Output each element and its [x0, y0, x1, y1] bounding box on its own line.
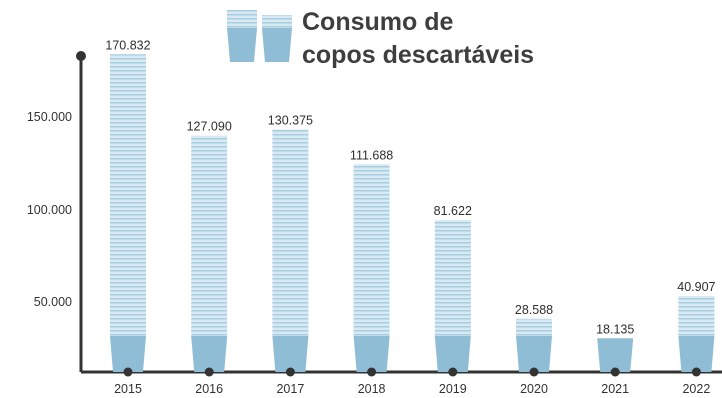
x-category-label: 2017	[276, 382, 304, 396]
bar-stripes	[353, 164, 390, 336]
x-category-label: 2018	[358, 382, 386, 396]
bar-stripes	[272, 129, 309, 336]
bar-stripes	[434, 220, 471, 336]
x-tick-dot	[367, 367, 377, 377]
x-tick-dot	[529, 367, 539, 377]
y-tick-label: 50.000	[34, 295, 72, 309]
bars: 170.832 2015 127.090 2016 130.375 2017 111.688…	[105, 38, 715, 396]
bar-cup-base	[191, 336, 228, 372]
x-tick-dot	[691, 367, 701, 377]
stacked-cups-icon	[227, 10, 292, 62]
x-category-label: 2019	[439, 382, 467, 396]
y-axis-top-dot	[76, 51, 86, 61]
bar-value-label: 127.090	[187, 120, 232, 134]
x-tick-dot	[204, 367, 214, 377]
chart-title-line-1: Consumo de	[302, 8, 453, 36]
x-category-label: 2015	[114, 382, 142, 396]
x-category-label: 2022	[682, 382, 710, 396]
bar-stripes	[678, 295, 715, 336]
x-tick-dot	[448, 367, 458, 377]
bar-value-label: 40.907	[677, 280, 715, 294]
bar-stripes	[516, 318, 552, 336]
bar-stripes	[191, 135, 228, 336]
bar-value-label: 170.832	[105, 38, 150, 52]
x-category-label: 2021	[601, 382, 629, 396]
x-category-label: 2020	[520, 382, 548, 396]
x-category-label: 2016	[195, 382, 223, 396]
y-tick-label: 150.000	[27, 110, 72, 124]
bar-cup-base	[272, 336, 309, 372]
bar-cup-base	[110, 336, 146, 372]
bar-value-label: 28.588	[515, 303, 553, 317]
y-tick-label: 100.000	[27, 203, 72, 217]
x-tick-dot	[123, 367, 133, 377]
chart-title-line-2: copos descartáveis	[302, 41, 534, 69]
bar-cup-base	[678, 336, 715, 372]
x-tick-dot	[610, 367, 620, 377]
bar-value-label: 111.688	[350, 148, 393, 162]
x-tick-dot	[285, 367, 295, 377]
bar-value-label: 130.375	[268, 114, 313, 128]
bar-value-label: 81.622	[434, 204, 472, 218]
bar-cup-base	[597, 338, 634, 372]
bar-cup-base	[516, 336, 552, 372]
bar-cup-base	[353, 336, 390, 372]
bar-cup-base	[434, 336, 471, 372]
y-tick-labels: 50.000 100.000 150.000	[27, 110, 72, 309]
bar-value-label: 18.135	[596, 322, 634, 336]
bar-stripes	[110, 54, 146, 337]
